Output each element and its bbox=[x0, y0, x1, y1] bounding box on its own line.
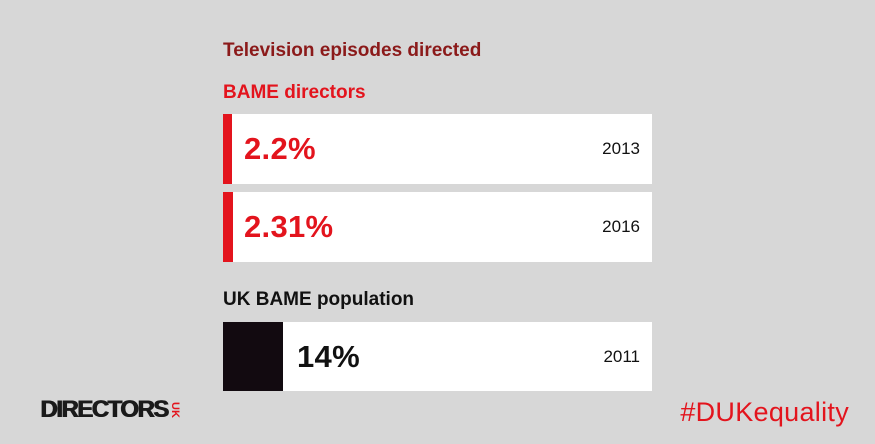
year-label-2016: 2016 bbox=[602, 217, 640, 236]
chart-title: Television episodes directed bbox=[223, 40, 482, 61]
bar-2011 bbox=[223, 322, 284, 391]
group-label-bame-directors: BAME directors bbox=[223, 82, 366, 103]
value-label-2013: 2.2% bbox=[244, 131, 316, 166]
value-label-2011: 14% bbox=[297, 338, 360, 374]
year-label-2013: 2013 bbox=[602, 139, 640, 158]
bar-2013 bbox=[223, 114, 233, 184]
logo-wordmark: DIRECTORS bbox=[40, 396, 169, 423]
logo-uk-mark: UK bbox=[169, 402, 182, 418]
group-label-uk-bame-population: UK BAME population bbox=[223, 289, 415, 310]
hashtag: #DUKequality bbox=[680, 397, 849, 427]
directors-uk-logo: DIRECTORS UK bbox=[40, 396, 183, 424]
year-label-2011: 2011 bbox=[603, 346, 640, 366]
bar-2016 bbox=[223, 192, 233, 262]
bar-row-2013: 2.2% 2013 bbox=[223, 114, 652, 184]
bar-row-2016: 2.31% 2016 bbox=[223, 192, 652, 262]
bar-row-2011: 14% 2011 bbox=[223, 322, 652, 391]
value-label-2016: 2.31% bbox=[244, 209, 334, 244]
